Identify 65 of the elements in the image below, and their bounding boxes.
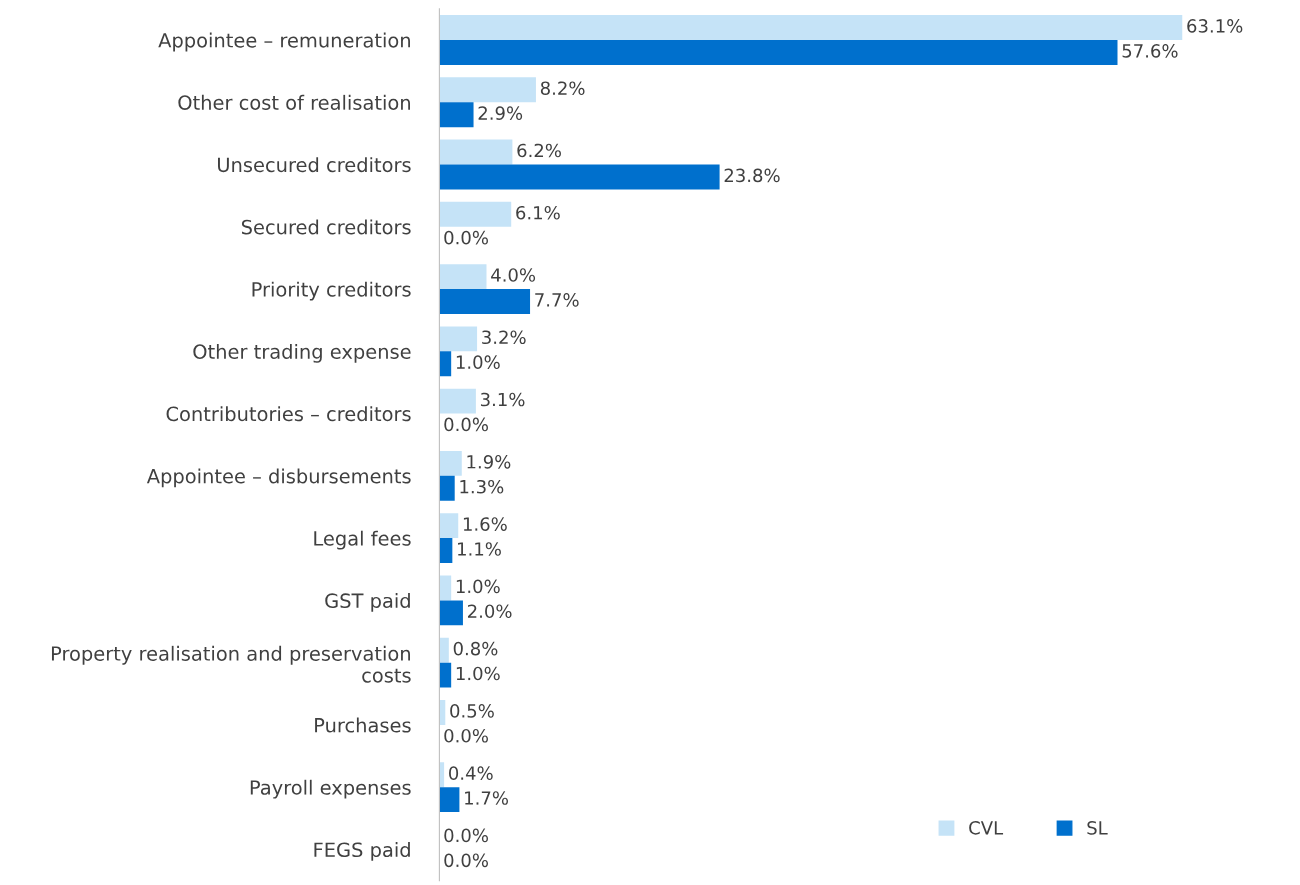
data-label: 1.6% <box>463 517 507 531</box>
data-label: 3.2% <box>482 330 526 345</box>
bar <box>439 289 531 314</box>
data-label: 0.0% <box>444 417 488 432</box>
y-tick-label: Payroll expenses <box>250 779 411 799</box>
data-label: 0.0% <box>444 230 488 245</box>
data-label: 8.2% <box>540 81 585 96</box>
data-label: 0.0% <box>444 828 488 843</box>
data-label: 57.6% <box>1122 44 1178 58</box>
data-label: 7.7% <box>535 293 579 307</box>
y-tick-label: Property realisation and preservation costs <box>51 645 411 683</box>
bar <box>439 264 487 290</box>
bar <box>439 77 536 103</box>
y-tick-label: Other trading expense <box>193 343 411 363</box>
data-label: 2.0% <box>467 604 512 619</box>
bar <box>439 388 476 414</box>
bar <box>439 164 720 190</box>
data-label: 0.8% <box>453 641 498 656</box>
bar <box>439 637 449 663</box>
data-label: 1.0% <box>456 355 500 370</box>
data-label: 6.2% <box>517 143 561 158</box>
bar <box>439 102 474 128</box>
y-tick-label: Contributories – creditors <box>166 406 411 422</box>
bar <box>439 15 1183 40</box>
data-label: 1.7% <box>465 791 508 805</box>
data-label: 4.0% <box>491 268 536 282</box>
data-label: 1.0% <box>456 666 500 681</box>
data-label: 0.0% <box>444 853 488 868</box>
data-label: 63.1% <box>1187 19 1243 33</box>
bar <box>439 513 459 539</box>
y-tick-label: FEGS paid <box>314 842 410 861</box>
y-tick-label: Purchases <box>315 717 411 733</box>
data-label: 1.0% <box>456 579 500 594</box>
data-label: 0.4% <box>449 766 493 780</box>
y-tick-label: Secured creditors <box>241 219 411 235</box>
data-label: 1.9% <box>467 454 511 469</box>
data-label: 3.1% <box>480 392 525 407</box>
y-tick-label: Legal fees <box>314 530 411 550</box>
data-label: 1.1% <box>458 542 501 556</box>
legend-label: CVL <box>969 821 1004 835</box>
bar <box>439 662 452 688</box>
bar <box>439 787 460 813</box>
y-tick-label: Appointee – remuneration <box>158 32 410 52</box>
data-label: 2.9% <box>478 106 523 120</box>
bar <box>439 39 1118 65</box>
y-tick-label: Other cost of realisation <box>178 94 410 110</box>
bar <box>439 538 453 564</box>
data-label: 6.1% <box>516 205 560 220</box>
y-tick-label: Priority creditors <box>252 281 411 301</box>
y-tick-label: Unsecured creditors <box>218 157 411 173</box>
bar <box>439 351 452 377</box>
bar <box>439 450 462 476</box>
data-label: 23.8% <box>724 168 780 183</box>
data-label: 0.5% <box>450 704 494 718</box>
y-tick-label: GST paid <box>325 592 410 612</box>
bar <box>439 139 513 165</box>
bar <box>439 575 452 601</box>
y-tick-label: Appointee – disbursements <box>146 468 411 488</box>
legend-label: SL <box>1087 821 1108 835</box>
bar <box>439 475 455 501</box>
data-label: 1.3% <box>460 479 504 494</box>
bar <box>439 201 512 227</box>
data-label: 0.0% <box>444 728 488 743</box>
bar <box>439 600 463 626</box>
bar <box>439 326 478 352</box>
